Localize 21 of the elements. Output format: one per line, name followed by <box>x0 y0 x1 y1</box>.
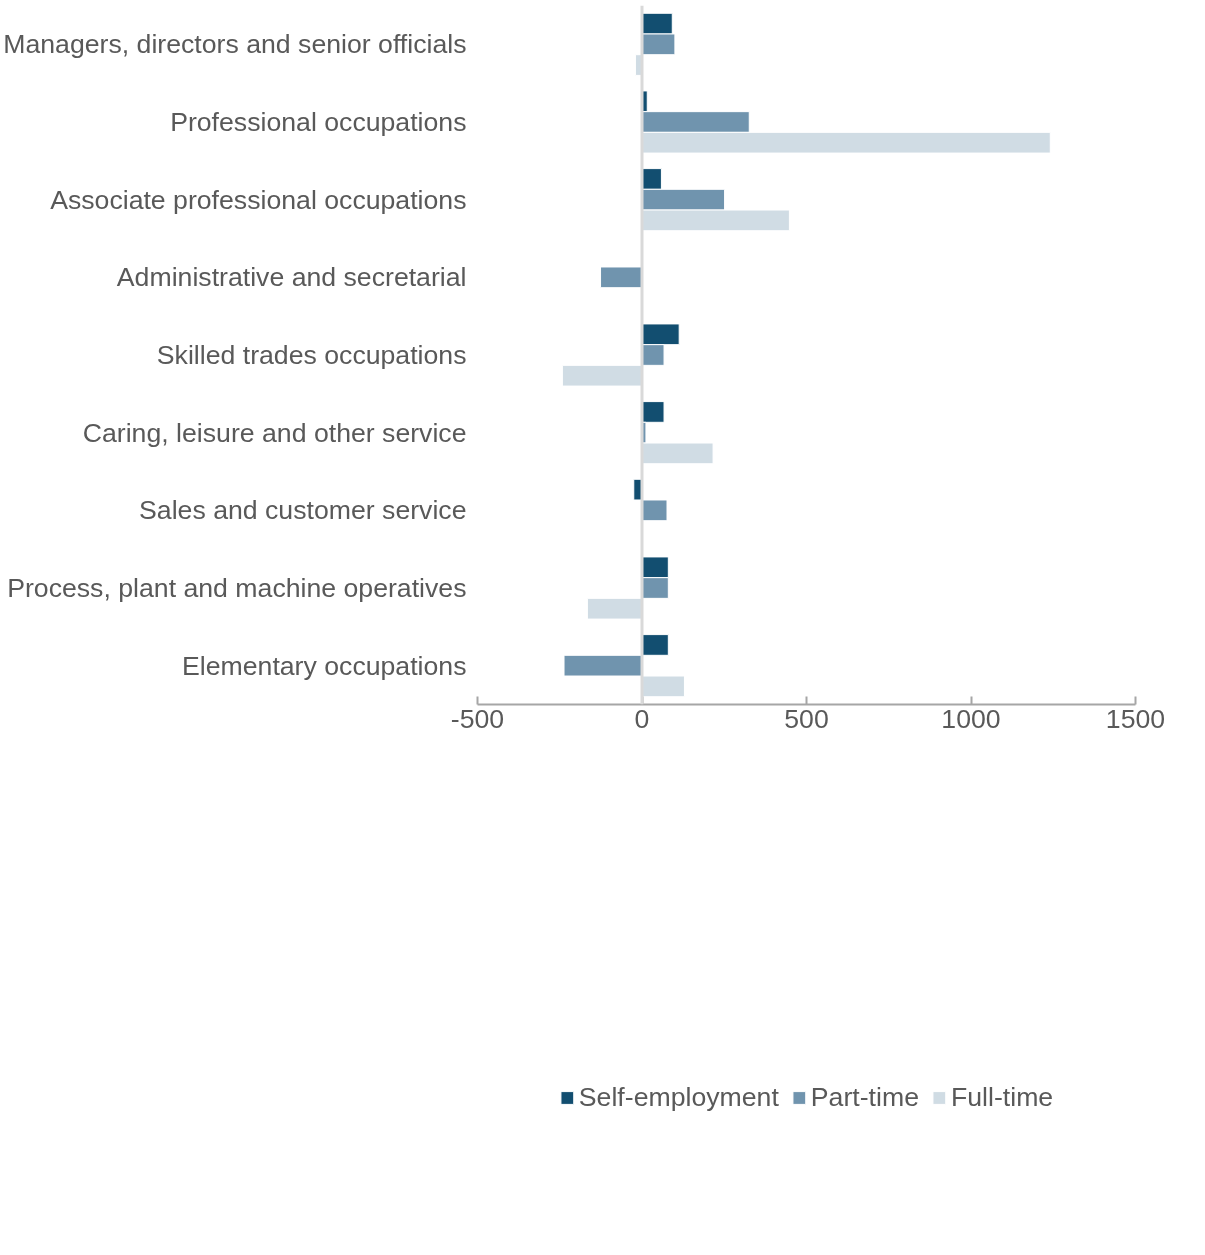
x-tick-label: 500 <box>784 703 829 734</box>
y-tick-label: Skilled trades occupations <box>156 340 467 370</box>
x-tick-label: -500 <box>450 703 505 734</box>
legend-label: Part-time <box>810 1081 919 1113</box>
x-tick-label: 1500 <box>1105 703 1166 734</box>
bar <box>641 634 669 656</box>
y-tick-label: Elementary occupations <box>182 650 467 681</box>
bar <box>600 266 643 289</box>
y-tick-label: Caring, leisure and other service <box>82 417 467 448</box>
bar <box>641 499 668 522</box>
y-tick-label: Associate professional occupations <box>50 184 467 215</box>
legend-label: Self-employment <box>578 1081 779 1113</box>
y-tick-label: Administrative and secretarial <box>116 262 467 293</box>
x-tick-label: 0 <box>634 703 650 734</box>
y-tick-label: Process, plant and machine operatives <box>7 573 467 603</box>
x-tick-label: 1000 <box>941 703 1001 734</box>
bar <box>563 654 643 677</box>
y-tick-label: Managers, directors and senior officials <box>3 29 467 60</box>
y-tick-label: Sales and customer service <box>139 495 467 526</box>
legend-label: Full-time <box>950 1081 1054 1113</box>
y-tick-label: Professional occupations <box>170 107 467 137</box>
